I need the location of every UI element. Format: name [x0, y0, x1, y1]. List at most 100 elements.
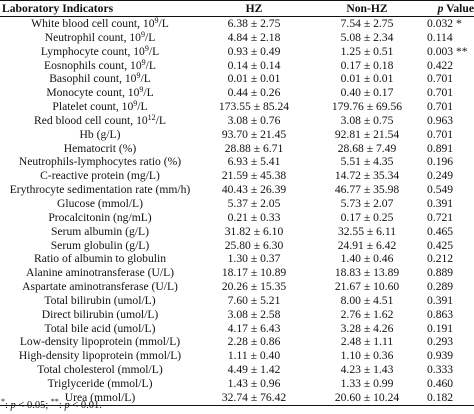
non-hz-value: 2.48 ± 1.11 [340, 335, 394, 349]
indicator-label: Serum globulin (g/L) [50, 238, 150, 252]
p-value: 0.182 [426, 390, 474, 406]
table-row: Neutrophils-lymphocytes ratio (%) 6.93 ± … [0, 155, 474, 169]
hz-value: 0.44 ± 0.26 [227, 86, 281, 100]
p-value: 0.701 [427, 86, 454, 100]
non-hz-value: 0.40 ± 0.17 [340, 86, 394, 100]
p-value: 0.422 [427, 58, 454, 72]
header-row: Laboratory Indicators HZ Non-HZ p Value [0, 0, 474, 17]
non-hz-value: 21.67 ± 10.60 [334, 280, 400, 294]
indicator-name: Direct bilirubin (umol/L) [0, 308, 200, 322]
hz-value: 0.01 ± 0.01 [227, 72, 281, 86]
p-value: 0.391 [427, 293, 454, 307]
table-row: Procalcitonin (ng/mL) 0.21 ± 0.33 0.17 ± 0… [0, 211, 474, 225]
indicator-name: Glucose (mmol/L) [0, 197, 200, 211]
non-hz-value: 4.23 ± 1.43 [340, 363, 394, 377]
hz-value: 4.84 ± 2.18 [227, 30, 281, 44]
indicator-name: Eosnophils count, 109/L [0, 58, 200, 73]
hz-value: 1.11 ± 0.40 [227, 349, 281, 363]
p-value: 0.114 [427, 30, 453, 44]
hz-value: 173.55 ± 85.24 [218, 100, 290, 114]
indicator-label: Direct bilirubin (umol/L) [41, 307, 159, 321]
p-value: 0.889 [427, 266, 454, 280]
indicator-name: Total cholesterol (mmol/L) [0, 363, 200, 377]
non-hz-value: 92.81 ± 21.54 [334, 127, 400, 141]
non-hz-value: 1.40 ± 0.46 [340, 252, 394, 266]
non-hz-value: 1.33 ± 0.99 [340, 376, 394, 390]
indicator-label: Total cholesterol (mmol/L) [37, 363, 163, 377]
hz-value: 1.43 ± 0.96 [227, 376, 281, 390]
indicator-name: Alanine aminotransferase (U/L) [0, 266, 200, 280]
p-value: 0.391 [427, 196, 454, 210]
table-row: Glucose (mmol/L) 5.37 ± 2.05 5.73 ± 2.07 0.… [0, 197, 474, 211]
table-row: Serum globulin (g/L) 25.80 ± 6.30 24.91 ± … [0, 239, 474, 253]
indicator-name: Lymphocyte count, 109/L [0, 43, 200, 59]
hz-value: 25.80 ± 6.30 [224, 238, 284, 252]
indicator-name: Basophil count, 109/L [0, 72, 200, 86]
indicator-exponent: 9 [140, 29, 145, 39]
indicator-name: Urea (mmol/L) [0, 390, 200, 406]
indicator-label: Serum albumin (g/L) [51, 224, 149, 238]
indicator-label: Eosnophils count, 10 [44, 58, 142, 72]
non-hz-value: 2.76 ± 1.62 [340, 307, 394, 321]
hz-value: 0.93 ± 0.49 [227, 44, 281, 58]
hz-value: 2.28 ± 0.86 [227, 335, 281, 349]
table-row: Low-density lipoprotein (mmol/L) 2.28 ± 0… [0, 335, 474, 349]
indicator-name: Monocyte count, 109/L [0, 86, 200, 100]
hz-value: 3.08 ± 0.76 [227, 113, 281, 127]
indicator-label: Platelet count, 10 [52, 100, 134, 114]
indicator-label: Triglyceride (mmol/L) [47, 376, 153, 390]
indicator-name: Hb (g/L) [0, 128, 200, 142]
p-value: 0.701 [427, 100, 454, 114]
p-value: 0.196 [427, 155, 454, 169]
p-value: 0.333 [427, 363, 454, 377]
hz-value: 32.74 ± 76.42 [200, 390, 308, 406]
table-row: Eosnophils count, 109/L 0.14 ± 0.14 0.17 ±… [0, 58, 474, 73]
indicator-name: Erythrocyte sedimentation rate (mm/h) [0, 183, 200, 197]
table-row: Triglyceride (mmol/L) 1.43 ± 0.96 1.33 ± 0… [0, 377, 474, 391]
indicator-label: Basophil count, 10 [49, 72, 137, 86]
non-hz-value: 18.83 ± 13.89 [334, 266, 400, 280]
hz-value: 93.70 ± 21.45 [221, 127, 287, 141]
indicator-name: Total bilirubin (umol/L) [0, 294, 200, 308]
non-hz-value: 0.17 ± 0.25 [340, 210, 394, 224]
indicator-label: White blood cell count, 10 [31, 17, 155, 30]
indicator-unit: /L [145, 58, 156, 72]
hz-value: 40.43 ± 26.39 [221, 183, 287, 197]
indicator-label: Procalcitonin (ng/mL) [48, 210, 152, 224]
table-row: White blood cell count, 109/L 6.38 ± 2.75… [0, 17, 474, 31]
header-non-hz: Non-HZ [308, 0, 426, 17]
header-p-value: p Value [426, 0, 474, 17]
footnote-threshold-1: < 0.05; [15, 400, 51, 411]
p-value: 0.701 [427, 127, 454, 141]
table-row: Serum albumin (g/L) 31.82 ± 6.10 32.55 ± 6… [0, 225, 474, 239]
indicator-name: Total bile acid (umol/L) [0, 322, 200, 336]
non-hz-value: 32.55 ± 6.11 [337, 224, 397, 238]
indicator-name: Hematocrit (%) [0, 142, 200, 156]
footnote-threshold-2: < 0.01. [69, 400, 102, 411]
indicator-label: Red blood cell count, 10 [34, 113, 148, 127]
table-row: Aspartate aminotransferase (U/L) 20.26 ± … [0, 280, 474, 294]
indicator-label: Hematocrit (%) [63, 141, 137, 155]
indicator-label: Monocyte count, 10 [46, 86, 140, 100]
table-row: Hb (g/L) 93.70 ± 21.45 92.81 ± 21.54 0.701 [0, 128, 474, 142]
indicator-name: Neutrophil count, 109/L [0, 29, 200, 45]
hz-value: 18.17 ± 10.89 [221, 266, 287, 280]
table-row: Total bile acid (umol/L) 4.17 ± 6.43 3.28 … [0, 322, 474, 336]
p-value: 0.891 [427, 141, 454, 155]
indicator-label: Neutrophil count, 10 [44, 30, 141, 44]
p-value: 0.549 [427, 183, 454, 197]
indicator-exponent: 9 [144, 43, 149, 53]
hz-value: 7.60 ± 5.21 [227, 293, 281, 307]
table-header: Laboratory Indicators HZ Non-HZ p Value [0, 0, 474, 17]
indicator-unit: /L [148, 44, 160, 58]
indicator-unit: /L [158, 17, 169, 30]
hz-value: 6.93 ± 5.41 [227, 155, 281, 169]
footnote-sep-2: : [58, 400, 65, 411]
indicator-unit: /L [155, 113, 166, 127]
p-value: 0.721 [427, 210, 454, 224]
footnote-p-2: p [64, 400, 70, 411]
indicator-name: Serum globulin (g/L) [0, 239, 200, 253]
indicator-name: Low-density lipoprotein (mmol/L) [0, 335, 200, 349]
indicator-label: Ratio of albumin to globulin [33, 252, 167, 266]
